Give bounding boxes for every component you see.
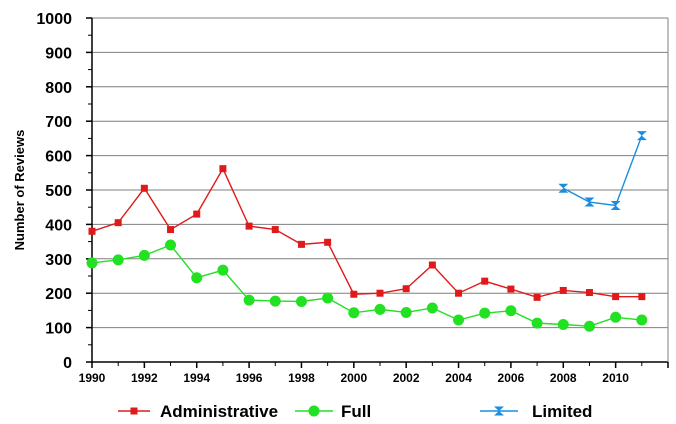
data-point-full — [453, 314, 465, 326]
data-point-full — [322, 292, 334, 304]
series-line-administrative — [91, 167, 642, 299]
data-point-full — [636, 314, 648, 326]
data-point-full — [243, 294, 255, 306]
data-point-full — [426, 302, 438, 314]
data-point-full — [479, 307, 491, 319]
y-tick-label: 400 — [45, 217, 72, 234]
data-point-administrative — [481, 277, 489, 285]
data-point-administrative — [585, 289, 593, 297]
data-point-full — [191, 272, 203, 284]
legend: Administrative Full Limited — [118, 402, 592, 421]
data-point-full — [112, 254, 124, 266]
data-point-administrative — [533, 293, 541, 301]
data-point-administrative — [219, 165, 227, 173]
data-point-administrative — [140, 184, 148, 192]
y-tick-label: 600 — [45, 149, 72, 166]
x-tick-label: 2006 — [498, 371, 525, 385]
y-tick-label: 900 — [45, 45, 72, 62]
data-point-administrative — [559, 286, 567, 294]
y-tick-label: 0 — [63, 355, 72, 372]
legend-label-limited: Limited — [532, 402, 592, 421]
y-tick-label: 1000 — [36, 11, 72, 28]
y-axis-label: Number of Reviews — [12, 130, 27, 251]
legend-marker-limited — [494, 406, 504, 416]
data-point-full — [86, 257, 98, 269]
axes — [86, 17, 669, 368]
x-tick-label: 1994 — [183, 371, 210, 385]
data-point-full — [269, 295, 281, 307]
data-point-full — [348, 307, 360, 319]
data-point-administrative — [507, 285, 515, 293]
y-tick-label: 200 — [45, 286, 72, 303]
x-tick-labels: 1990 1992 1994 1996 1998 2000 2002 2004 2006 2008… — [79, 371, 630, 385]
legend-label-full: Full — [341, 402, 371, 421]
data-point-administrative — [297, 240, 305, 248]
x-tick-label: 2004 — [445, 371, 472, 385]
series-line-full — [91, 244, 642, 327]
data-point-administrative — [376, 289, 384, 297]
data-point-limited — [610, 200, 621, 210]
y-tick-label: 500 — [45, 183, 72, 200]
legend-label-administrative: Administrative — [160, 402, 278, 421]
x-tick-label: 2008 — [550, 371, 577, 385]
data-point-administrative — [350, 290, 358, 298]
data-point-full — [505, 305, 517, 317]
x-tick-label: 1996 — [236, 371, 263, 385]
legend-marker-full — [308, 405, 320, 417]
data-point-administrative — [167, 226, 175, 234]
data-point-full — [610, 311, 622, 323]
data-point-administrative — [638, 293, 646, 301]
x-tick-label: 2000 — [340, 371, 367, 385]
data-point-administrative — [428, 261, 436, 269]
y-tick-label: 300 — [45, 252, 72, 269]
x-tick-label: 1990 — [79, 371, 106, 385]
data-point-administrative — [402, 285, 410, 293]
data-point-limited — [636, 131, 647, 141]
y-tick-labels: 0 100 200 300 400 500 600 700 800 900 1000 — [36, 11, 72, 372]
data-point-full — [165, 239, 177, 251]
data-point-full — [138, 249, 150, 261]
series-line-limited — [562, 135, 643, 207]
data-point-administrative — [612, 293, 620, 301]
data-point-full — [531, 317, 543, 329]
data-point-administrative — [245, 222, 253, 230]
x-tick-label: 1998 — [288, 371, 315, 385]
data-point-administrative — [271, 226, 279, 234]
x-tick-label: 1992 — [131, 371, 158, 385]
data-point-administrative — [114, 219, 122, 227]
legend-marker-administrative — [130, 407, 138, 415]
x-tick-label: 2010 — [602, 371, 629, 385]
data-point-limited — [584, 197, 595, 207]
data-point-administrative — [193, 210, 201, 218]
data-point-administrative — [455, 289, 463, 297]
series — [86, 131, 648, 332]
x-tick-label: 2002 — [393, 371, 420, 385]
y-tick-label: 100 — [45, 321, 72, 338]
grid-lines — [92, 17, 668, 329]
data-point-full — [217, 264, 229, 276]
data-point-limited — [558, 183, 569, 193]
data-point-full — [400, 306, 412, 318]
y-tick-label: 700 — [45, 114, 72, 131]
data-point-full — [295, 295, 307, 307]
data-point-full — [583, 320, 595, 332]
data-point-full — [374, 303, 386, 315]
y-tick-label: 800 — [45, 80, 72, 97]
data-point-administrative — [324, 238, 332, 246]
data-point-administrative — [88, 227, 96, 235]
data-point-full — [557, 319, 569, 331]
